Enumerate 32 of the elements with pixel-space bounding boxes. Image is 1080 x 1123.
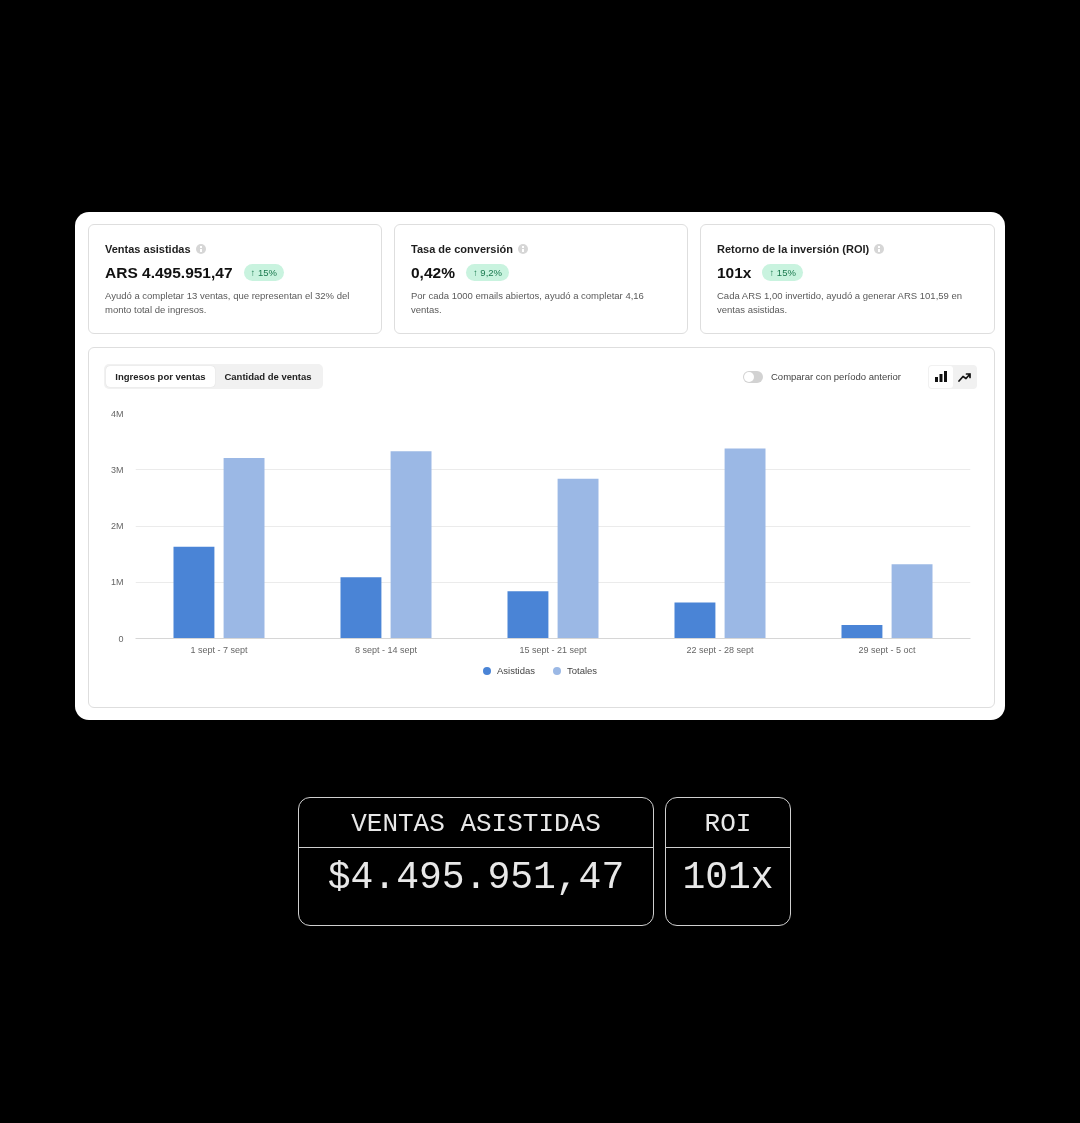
x-tick-label: 15 sept - 21 sept xyxy=(519,644,588,655)
bar xyxy=(340,577,382,639)
kpi-card: Ventas asistidas ARS 4.495.951,47 ↑ 15% Ayudó a completar 13 ventas, que representan el 32% del monto total de ingresos. xyxy=(88,224,382,334)
bar xyxy=(557,478,599,639)
legend-label: Asistidas xyxy=(496,664,535,678)
badge: ↑ 15% xyxy=(762,264,803,282)
bar xyxy=(223,457,265,639)
badge: ↑ 15% xyxy=(243,264,284,282)
kpi-card: Tasa de conversión 0,42% ↑ 9,2% Por cada 1000 emails abiertos, ayudó a completar 4,16 ventas. xyxy=(394,224,688,334)
y-tick-label: 2M xyxy=(111,521,124,531)
bar xyxy=(390,451,432,639)
kpi-card: Retorno de la inversión (ROI) 101x ↑ 15% Cada ARS 1,00 invertido, ayudó a generar ARS 101,59 en ventas asistidas. xyxy=(700,224,995,334)
text: Comparar con período anterior xyxy=(771,370,901,384)
summary-box: VENTAS ASISTIDAS $4.495.951,47 xyxy=(298,797,654,926)
bar xyxy=(891,564,933,639)
bar xyxy=(674,602,716,639)
x-tick-label: 8 sept - 14 sept xyxy=(354,644,418,655)
bar xyxy=(507,591,549,639)
bar xyxy=(724,448,766,639)
bar xyxy=(173,546,215,639)
y-tick-label: 0 xyxy=(118,633,124,644)
x-tick-label: 1 sept - 7 sept xyxy=(190,644,249,655)
y-tick-label: 4M xyxy=(111,408,124,419)
legend-label: Totales xyxy=(566,664,598,678)
x-tick-label: 29 sept - 5 oct xyxy=(858,644,917,655)
summary-box: ROI 101x xyxy=(665,797,791,926)
x-tick-label: 22 sept - 28 sept xyxy=(686,644,755,655)
tab-group: Ingresos por ventas Cantidad de ventas xyxy=(104,364,323,389)
y-tick-label: 1M xyxy=(111,577,124,588)
badge: ↑ 9,2% xyxy=(465,264,509,282)
bar xyxy=(841,625,883,639)
y-tick-label: 3M xyxy=(111,464,124,475)
